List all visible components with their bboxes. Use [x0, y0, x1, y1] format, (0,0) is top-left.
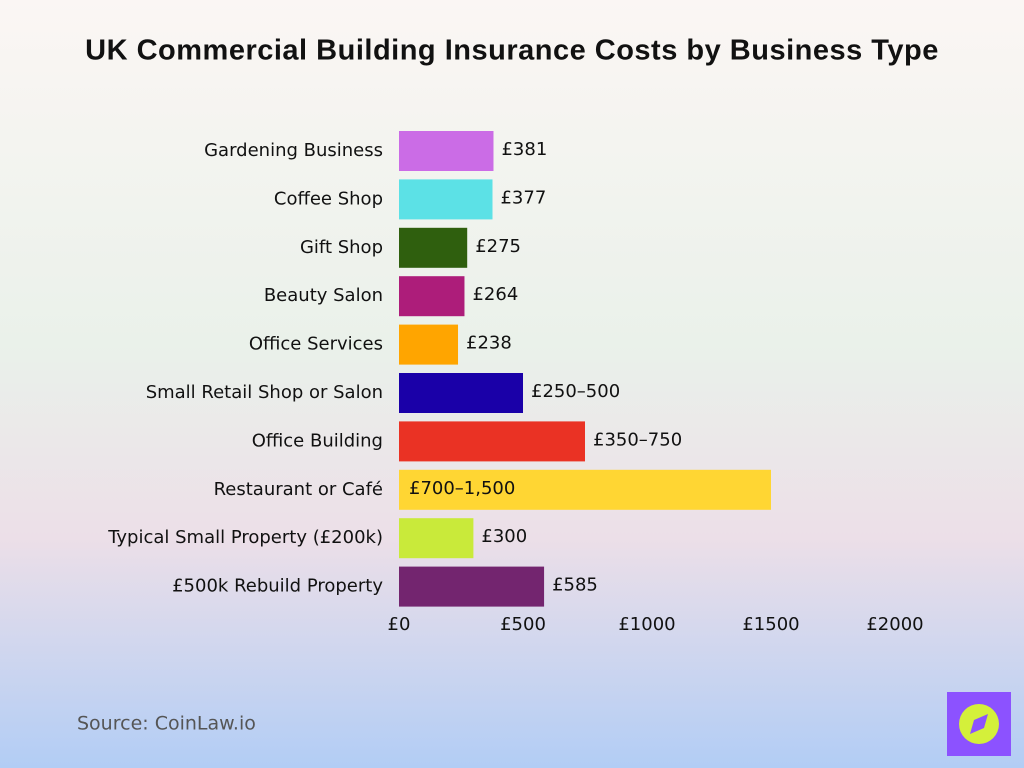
y-tick-label: Beauty Salon — [264, 285, 383, 306]
y-tick-label: Gift Shop — [300, 237, 383, 258]
x-tick-label: £2000 — [866, 614, 923, 635]
bar — [399, 276, 465, 317]
bar — [399, 324, 459, 365]
logo-needle — [970, 714, 988, 734]
y-tick-label: Gardening Business — [204, 140, 383, 161]
y-tick-label: Small Retail Shop or Salon — [146, 382, 383, 403]
x-tick-label: £1000 — [618, 614, 675, 635]
bar — [399, 227, 468, 268]
bar — [399, 179, 493, 220]
y-tick-label: Restaurant or Café — [214, 479, 383, 500]
x-tick-label: £1500 — [742, 614, 799, 635]
value-label: £381 — [501, 139, 547, 160]
y-tick-label: Coffee Shop — [274, 188, 383, 209]
bar — [399, 469, 771, 510]
value-label: £250–500 — [531, 381, 620, 402]
value-label: £238 — [466, 333, 512, 354]
value-label: £300 — [481, 526, 527, 547]
bar — [399, 518, 474, 559]
bar — [399, 131, 494, 171]
bar — [399, 566, 545, 607]
bar — [399, 421, 585, 462]
value-label: £700–1,500 — [409, 478, 515, 499]
logo — [947, 692, 1011, 756]
bar — [399, 373, 523, 413]
source: Source: CoinLaw.io — [77, 713, 256, 735]
value-label: £377 — [500, 187, 546, 208]
y-tick-label: Typical Small Property (£200k) — [107, 527, 383, 548]
value-label: £350–750 — [593, 429, 682, 450]
value-label: £264 — [472, 284, 518, 305]
y-tick-label: £500k Rebuild Property — [172, 576, 383, 597]
y-tick-label: Office Building — [252, 430, 383, 451]
value-label: £275 — [475, 236, 521, 257]
x-tick-label: £500 — [500, 614, 546, 635]
chart-title: UK Commercial Building Insurance Costs b… — [85, 35, 939, 67]
x-tick-label: £0 — [388, 614, 411, 635]
y-tick-label: Office Services — [249, 334, 383, 355]
value-label: £585 — [552, 575, 598, 596]
